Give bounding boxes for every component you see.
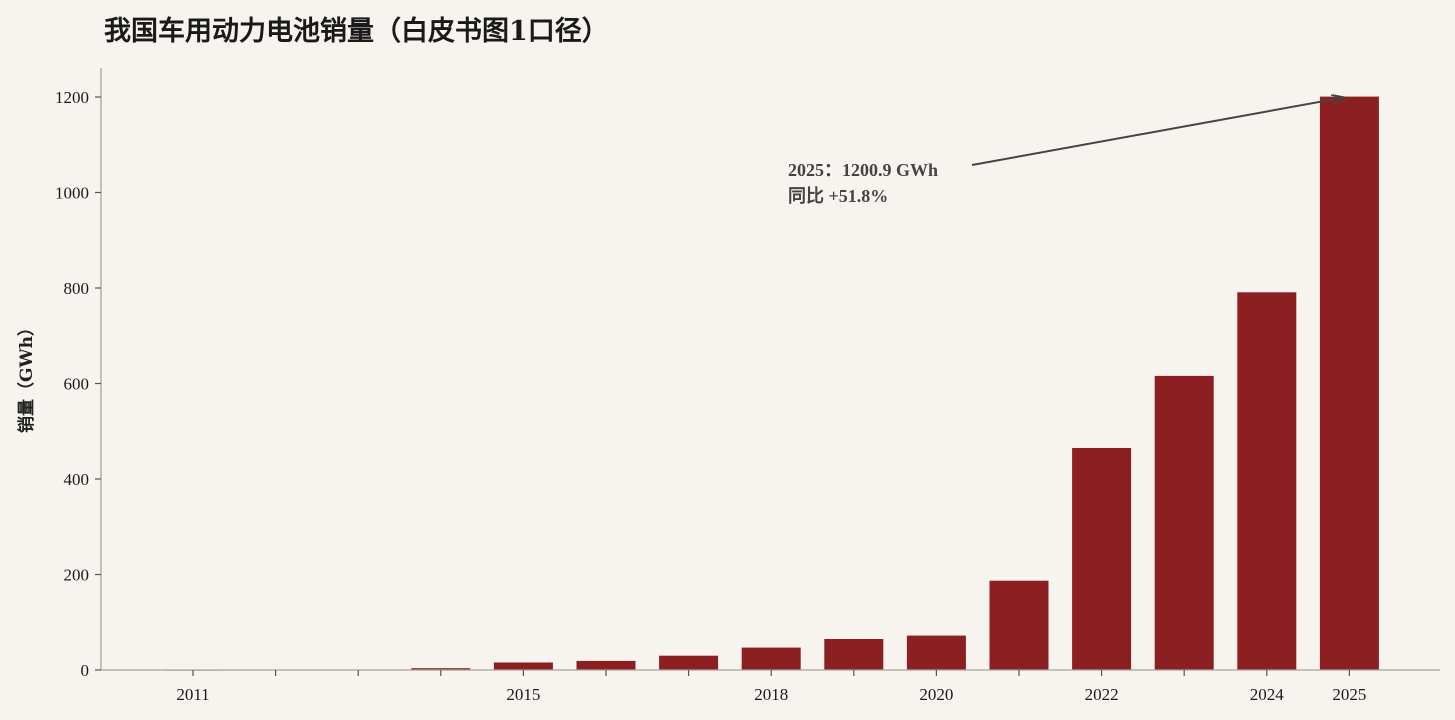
bar-2022 [1072, 448, 1132, 670]
annotation-yoy-label: 同比 +51.8% [788, 186, 888, 206]
y-tick-label: 200 [64, 566, 90, 585]
bar-2017 [659, 655, 719, 670]
bar-2025 [1319, 96, 1379, 671]
y-tick-label: 0 [81, 661, 90, 680]
bar-2023 [1154, 375, 1214, 670]
x-tick-label: 2020 [919, 685, 953, 704]
x-tick-label: 2011 [176, 685, 209, 704]
x-tick-label: 2025 [1332, 685, 1366, 704]
bar-2016 [576, 660, 636, 670]
x-tick-label: 2024 [1250, 685, 1285, 704]
x-tick-label: 2022 [1085, 685, 1119, 704]
bar-2019 [824, 639, 884, 670]
chart-title: 我国车用动力电池销量（白皮书图1口径） [104, 15, 609, 47]
y-tick-label: 600 [64, 375, 90, 394]
y-tick-label: 1000 [55, 184, 89, 203]
x-tick-label: 2015 [506, 685, 540, 704]
x-tick-label: 2018 [754, 685, 788, 704]
annotation: 2025：1200.9 GWh 同比 +51.8% [788, 98, 1343, 206]
annotation-value-label: 2025：1200.9 GWh [788, 160, 938, 180]
y-tick-label: 400 [64, 470, 90, 489]
bar-2015 [493, 662, 553, 670]
plot-area: 0 200 400 600 800 1000 1200 2011 2015 2018 2020 202… [55, 68, 1440, 704]
bar-2018 [741, 647, 801, 670]
bar-2014 [411, 668, 471, 670]
bar-2024 [1237, 292, 1297, 670]
y-tick-label: 1200 [55, 88, 89, 107]
bar-2021 [989, 580, 1049, 670]
y-axis-label: 销量（GWh） [16, 319, 37, 433]
y-tick-label: 800 [64, 279, 90, 298]
annotation-arrow [971, 98, 1343, 166]
bar-2020 [906, 635, 966, 670]
